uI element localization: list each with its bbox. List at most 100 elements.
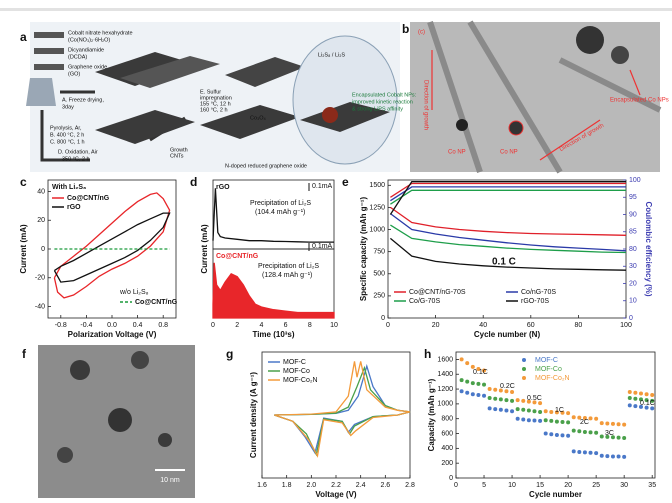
point	[510, 398, 515, 403]
graphene-sheet	[120, 56, 220, 88]
particle	[508, 120, 524, 136]
point	[487, 395, 492, 400]
x-tick-label: 2.6	[380, 482, 390, 489]
y-tick-label: 40	[37, 188, 45, 195]
annotation-arrow	[431, 50, 641, 161]
y-tick-label: 500	[373, 271, 385, 278]
panel-letter: b	[402, 22, 409, 36]
image-label: B. 400 °C, 2 h	[50, 132, 84, 138]
y-tick-label: 0	[381, 315, 385, 322]
image-label: C. 800 °C, 1 h	[50, 139, 85, 145]
series-line	[390, 182, 626, 198]
image-label: Growth	[170, 147, 188, 153]
x-tick-label: 2.8	[405, 482, 415, 489]
point	[566, 433, 571, 438]
x-tick-label: 15	[536, 482, 544, 489]
flask	[26, 78, 56, 106]
annotation: (128.4 mAh g⁻¹)	[262, 272, 312, 279]
x-tick-label: 0.4	[133, 322, 143, 329]
x-tick-label: 25	[592, 482, 600, 489]
image-label: Co NP	[448, 150, 466, 156]
point	[510, 409, 515, 414]
image-label: Graphene oxide	[68, 64, 107, 70]
image-label: A. Freeze drying,	[62, 97, 104, 103]
series-line	[53, 192, 171, 299]
annotation: With Li₂S₈	[52, 184, 86, 191]
image-label: D. Oxidation, Air	[58, 149, 98, 155]
point	[554, 410, 559, 415]
point	[594, 416, 599, 421]
x-tick-label: 20	[564, 482, 572, 489]
point	[599, 434, 604, 439]
point	[515, 407, 520, 412]
x-tick-label: 1.8	[282, 482, 292, 489]
y-axis-label: Specific capacity (mAh g⁻¹)	[359, 197, 368, 302]
panel-letter: c	[20, 175, 27, 189]
y2-tick-label: 10	[629, 298, 637, 305]
image-label: Li₂S₈ / Li₂S	[318, 52, 345, 58]
legend-label: MOF-C	[283, 359, 306, 366]
series-line	[274, 361, 411, 458]
point	[644, 405, 649, 410]
y2-tick-label: 90	[629, 211, 637, 218]
point	[470, 364, 475, 369]
image-label: (GO)	[68, 71, 80, 77]
y-tick-label: -40	[35, 303, 45, 310]
point	[644, 392, 649, 397]
annotation: 0.2C	[500, 383, 515, 390]
x-tick-label: 2.2	[331, 482, 341, 489]
y2-tick-label: 20	[629, 280, 637, 287]
panel-letter: e	[342, 175, 349, 189]
point	[515, 416, 520, 421]
point	[504, 389, 509, 394]
point	[638, 397, 643, 402]
x-tick-label: 0	[386, 322, 390, 329]
y-axis-label: Current (mA)	[19, 224, 28, 274]
point	[504, 398, 509, 403]
y2-tick-label: 30	[629, 263, 637, 270]
point	[599, 453, 604, 458]
x-axis-label: Time (10³s)	[252, 330, 294, 339]
point	[465, 379, 470, 384]
point	[650, 392, 655, 397]
point	[538, 401, 543, 406]
particle	[576, 26, 604, 54]
point	[470, 392, 475, 397]
point	[605, 454, 610, 459]
x-tick-label: 0	[211, 322, 215, 329]
annotation: w/o Li₂S₈	[119, 289, 149, 296]
series-line	[390, 224, 627, 254]
x-tick-label: 4	[259, 322, 263, 329]
point	[638, 404, 643, 409]
point	[622, 454, 627, 459]
point	[588, 416, 593, 421]
top-rule	[0, 8, 672, 11]
x-tick-label: 0.0	[107, 322, 117, 329]
point	[459, 378, 464, 383]
inset	[292, 35, 398, 165]
particle	[57, 447, 73, 463]
point	[487, 406, 492, 411]
y2-tick-label: 0	[629, 315, 633, 322]
image-label: Encapsulated Co NPs	[610, 98, 669, 104]
x-tick-label: 60	[527, 322, 535, 329]
annotation: 1C	[555, 407, 564, 414]
y2-axis-label: Coulombic efficiency (%)	[644, 201, 653, 296]
point	[465, 361, 470, 366]
annotation: 0.1C	[473, 369, 488, 376]
x-tick-label: 1.6	[257, 482, 267, 489]
point	[526, 399, 531, 404]
legend-label: MOF-C	[535, 357, 558, 364]
legend-swatch	[522, 367, 526, 371]
y-tick-label: 1500	[369, 182, 385, 189]
x-tick-label: 40	[479, 322, 487, 329]
co-particle	[322, 107, 338, 123]
point	[582, 430, 587, 435]
point	[482, 393, 487, 398]
panel-letter: d	[190, 175, 197, 189]
point	[633, 390, 638, 395]
point	[459, 357, 464, 362]
panel-b-image	[410, 20, 662, 174]
panel-f-image	[38, 345, 195, 498]
